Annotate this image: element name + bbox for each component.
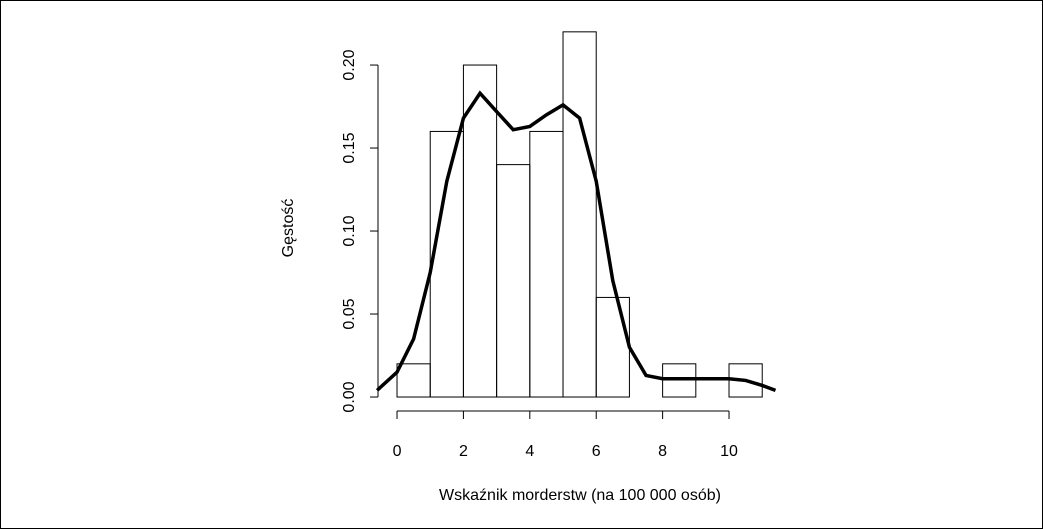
x-tick-label: 8 (658, 443, 667, 460)
y-tick-label: 0.05 (341, 298, 358, 329)
y-tick-label: 0.00 (341, 381, 358, 412)
density-curve (375, 90, 777, 393)
y-tick-label: 0.10 (341, 215, 358, 246)
x-tick-label: 6 (592, 443, 601, 460)
bar (562, 31, 597, 398)
x-axis-label: Wskaźnik morderstw (na 100 000 osób) (439, 487, 721, 504)
y-tick-label: 0.15 (341, 132, 358, 163)
x-tick-label: 2 (459, 443, 468, 460)
y-tick-label: 0.20 (341, 49, 358, 80)
y-axis-label: Gęstość (280, 199, 297, 258)
x-tick-label: 10 (720, 443, 738, 460)
x-tick-label: 0 (393, 443, 402, 460)
x-tick-label: 4 (525, 443, 534, 460)
